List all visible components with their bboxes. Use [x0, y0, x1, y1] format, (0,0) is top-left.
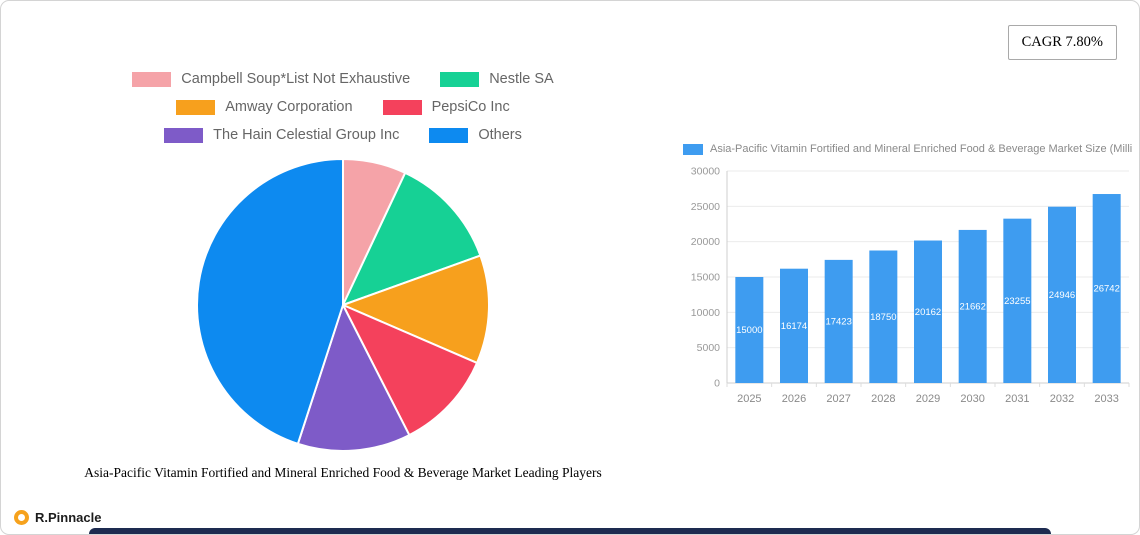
x-axis-tick-label: 2028: [871, 393, 895, 405]
legend-label: Campbell Soup*List Not Exhaustive: [181, 71, 411, 87]
pie-slice-5[interactable]: [196, 158, 344, 445]
bar-chart-section: Asia-Pacific Vitamin Fortified and Miner…: [677, 143, 1135, 413]
bar-2025[interactable]: [735, 277, 764, 383]
legend-swatch: [132, 71, 172, 87]
legend-swatch: [382, 99, 422, 115]
pie-legend-item[interactable]: Campbell Soup*List Not Exhaustive: [132, 71, 410, 87]
pie-legend: Campbell Soup*List Not Exhaustive Nestle …: [73, 71, 613, 143]
pie-slice-1[interactable]: [342, 171, 482, 306]
bar-legend-label: Asia-Pacific Vitamin Fortified and Miner…: [710, 143, 1133, 155]
bar-value-label: 16174: [781, 321, 807, 332]
bar-value-label: 26742: [1093, 284, 1119, 295]
x-axis-tick-label: 2029: [916, 393, 940, 405]
bar-2027[interactable]: [824, 259, 853, 383]
y-axis-tick-label: 25000: [691, 201, 720, 213]
x-axis-tick-label: 2031: [1005, 393, 1029, 405]
bar-value-label: 21662: [959, 301, 985, 312]
y-axis-tick-label: 20000: [691, 236, 720, 248]
legend-label: Nestle SA: [489, 71, 554, 87]
pie-legend-item[interactable]: Others: [429, 127, 522, 143]
x-axis-tick-label: 2025: [737, 393, 761, 405]
x-axis-tick-label: 2030: [960, 393, 984, 405]
pie-legend-item[interactable]: The Hain Celestial Group Inc: [164, 127, 399, 143]
y-axis-tick-label: 0: [714, 378, 720, 390]
legend-swatch: [176, 99, 216, 115]
pie-chart-title: Asia-Pacific Vitamin Fortified and Miner…: [84, 465, 602, 480]
pie-legend-item[interactable]: Amway Corporation: [176, 99, 353, 115]
bar-2028[interactable]: [869, 250, 898, 384]
bar-value-label: 20162: [915, 307, 941, 318]
pie-slice-2[interactable]: [342, 254, 490, 364]
x-axis-tick-label: 2026: [782, 393, 806, 405]
legend-swatch: [429, 127, 469, 143]
bar-2029[interactable]: [914, 240, 942, 383]
bar-legend-swatch: [683, 143, 703, 155]
pie-slice-4[interactable]: [296, 304, 411, 452]
pie-legend-item[interactable]: PepsiCo Inc: [382, 99, 510, 115]
footer-bar: [89, 528, 1051, 534]
y-axis-tick-label: 15000: [691, 272, 720, 284]
y-axis-tick-label: 30000: [691, 166, 720, 178]
x-axis-tick-label: 2033: [1094, 393, 1118, 405]
bar-2026[interactable]: [780, 268, 808, 383]
bar-value-label: 18750: [870, 312, 896, 323]
legend-swatch: [440, 71, 480, 87]
pie-legend-item[interactable]: Nestle SA: [440, 71, 554, 87]
y-axis-tick-label: 10000: [691, 307, 720, 319]
pie-slice-3[interactable]: [342, 304, 478, 437]
bar-value-label: 24946: [1049, 290, 1075, 301]
legend-label: Others: [478, 127, 522, 143]
bar-2032[interactable]: [1048, 206, 1076, 383]
bar-value-label: 23255: [1004, 296, 1030, 307]
bar-2031[interactable]: [1003, 218, 1032, 383]
pie-chart[interactable]: [195, 157, 491, 453]
legend-label: PepsiCo Inc: [431, 99, 510, 115]
brand-name: R.Pinnacle: [35, 510, 102, 525]
bar-value-label: 17423: [825, 316, 851, 327]
bar-2033[interactable]: [1092, 194, 1121, 383]
bar-2030[interactable]: [958, 229, 987, 383]
x-axis-tick-label: 2027: [826, 393, 850, 405]
legend-swatch: [164, 127, 204, 143]
x-axis-tick-label: 2032: [1050, 393, 1074, 405]
legend-label: Amway Corporation: [225, 99, 353, 115]
y-axis-tick-label: 5000: [697, 342, 721, 354]
brand-logo: R.Pinnacle: [14, 510, 101, 525]
pinnacle-logo-icon: [14, 510, 29, 525]
pie-chart-section: Campbell Soup*List Not Exhaustive Nestle …: [43, 71, 643, 481]
legend-label: The Hain Celestial Group Inc: [213, 127, 400, 143]
bar-value-label: 15000: [736, 325, 762, 336]
bar-chart-legend[interactable]: Asia-Pacific Vitamin Fortified and Miner…: [683, 143, 1135, 155]
bar-chart[interactable]: 0 5000 10000 15000 20000 25000 30000 15000 2025 1…: [677, 163, 1133, 413]
cagr-badge: CAGR 7.80%: [1007, 25, 1117, 60]
